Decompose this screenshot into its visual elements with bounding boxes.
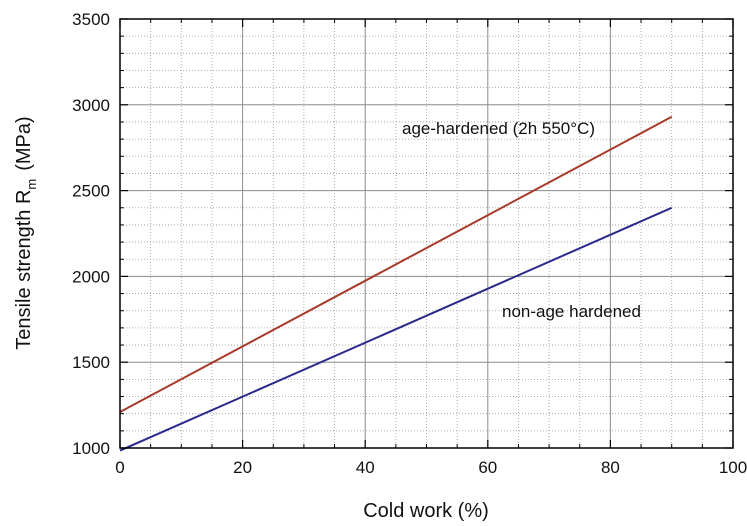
y-axis-title: Tensile strength Rm (MPa) bbox=[13, 116, 39, 349]
y-tick-label: 2500 bbox=[72, 182, 110, 201]
ticks bbox=[119, 18, 734, 449]
x-tick-label: 20 bbox=[233, 458, 252, 477]
y-axis-title-main: Tensile strength R bbox=[13, 190, 35, 350]
major-grid bbox=[119, 18, 734, 449]
series-line-non-age-hardened bbox=[119, 206, 673, 452]
y-tick-label: 1500 bbox=[72, 353, 110, 372]
annotation-non-age-hardened: non-age hardened bbox=[502, 302, 641, 321]
plot-frame bbox=[119, 18, 734, 449]
x-tick-label: 0 bbox=[115, 458, 124, 477]
minor-grid bbox=[120, 19, 733, 448]
series-layer bbox=[119, 115, 673, 452]
x-tick-label: 60 bbox=[478, 458, 497, 477]
x-axis-title: Cold work (%) bbox=[363, 500, 489, 522]
y-tick-label: 2000 bbox=[72, 267, 110, 286]
y-tick-label: 1000 bbox=[72, 439, 110, 458]
y-tick-label: 3500 bbox=[72, 10, 110, 29]
x-tick-label: 40 bbox=[356, 458, 375, 477]
y-axis-title-unit: (MPa) bbox=[13, 116, 35, 170]
x-tick-label: 100 bbox=[719, 458, 747, 477]
tick-labels: 0 20 40 60 80 100 1000 1500 2000 2500 3000 3500 bbox=[72, 10, 747, 477]
annotation-age-hardened: age-hardened (2h 550°C) bbox=[402, 119, 595, 138]
y-tick-label: 3000 bbox=[72, 96, 110, 115]
series-line-age-hardened bbox=[119, 115, 673, 413]
x-tick-label: 80 bbox=[601, 458, 620, 477]
y-axis-title-subscript: m bbox=[24, 179, 39, 190]
